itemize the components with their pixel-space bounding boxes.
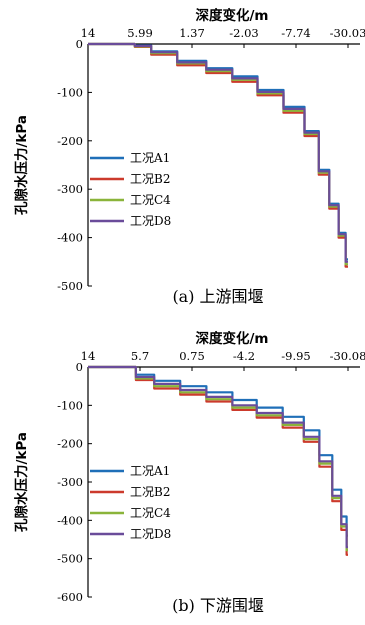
y-axis-label: 孔隙水压力/kPa (13, 432, 30, 532)
series-line-2 (88, 42, 348, 268)
legend-label-3: 工况C4 (130, 506, 171, 520)
y-tick-label: 0 (76, 360, 83, 374)
y-tick-label: -500 (57, 279, 83, 293)
y-tick-label: -300 (57, 475, 83, 489)
x-tick-label: -30.08 (330, 349, 365, 363)
y-tick-label: -500 (57, 552, 83, 566)
series-line-3 (88, 365, 348, 552)
y-tick-label: -200 (57, 134, 83, 148)
x-tick-label: 14 (81, 349, 96, 363)
x-tick-label: -30.03 (330, 26, 365, 40)
chart-panel-1: 14 5.99 1.37 -2.03 -7.74 -30.03 深度变化/m 0 -100 -20… (13, 7, 365, 306)
x-tick-label: 0.75 (179, 349, 205, 363)
x-tick-label: 5.7 (131, 349, 149, 363)
chart-panel-2: 14 5.7 0.75 -4.2 -9.95 -30.08 深度变化/m 0 -100 -200 -… (13, 330, 365, 615)
x-tick-label: -7.74 (281, 26, 311, 40)
legend-label-1: 工况A1 (130, 151, 170, 165)
legend-label-4: 工况D8 (130, 214, 171, 228)
legend-label-3: 工况C4 (130, 193, 171, 207)
x-axis-label: 深度变化/m (196, 7, 269, 24)
x-tick-label: 1.37 (179, 26, 205, 40)
series-line-1 (88, 365, 348, 537)
y-tick-label: -300 (57, 182, 83, 196)
y-tick-label: -400 (57, 231, 83, 245)
y-axis-label: 孔隙水压力/kPa (13, 115, 30, 215)
figure-caption: (b) 下游围堰 (172, 596, 264, 615)
figure-caption: (a) 上游围堰 (172, 287, 263, 306)
y-tick-label: -200 (57, 437, 83, 451)
y-tick-label: -100 (57, 398, 83, 412)
x-tick-label: -4.2 (233, 349, 255, 363)
legend-label-1: 工况A1 (130, 464, 170, 478)
x-tick-label: 14 (81, 26, 96, 40)
y-tick-label: 0 (76, 37, 83, 51)
series-line-3 (88, 42, 348, 266)
series-line-2 (88, 365, 348, 556)
x-axis-label: 深度变化/m (196, 330, 269, 347)
series-line-4 (88, 365, 348, 549)
legend-label-2: 工况B2 (130, 172, 170, 186)
x-tick-label: -2.03 (229, 26, 259, 40)
y-tick-label: -100 (57, 85, 83, 99)
x-tick-label: 5.99 (127, 26, 153, 40)
series-line-4 (88, 42, 348, 263)
legend-label-2: 工况B2 (130, 485, 170, 499)
series-line-1 (88, 42, 348, 261)
y-tick-label: -400 (57, 513, 83, 527)
y-tick-label: -600 (57, 590, 83, 604)
legend-label-4: 工况D8 (130, 527, 171, 541)
x-tick-label: -9.95 (281, 349, 311, 363)
